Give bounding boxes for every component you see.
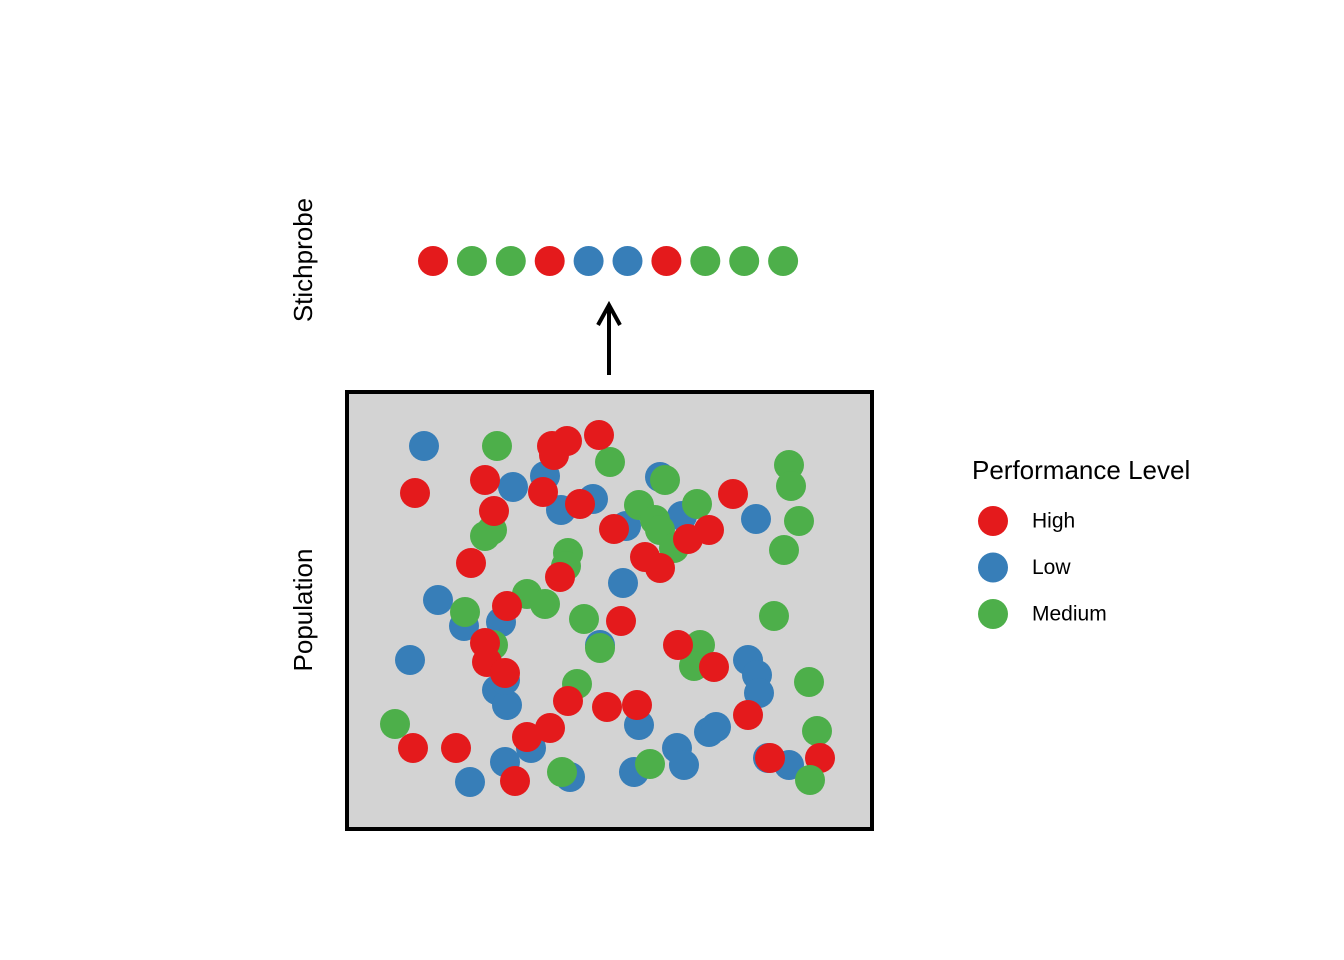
population-dot bbox=[400, 478, 430, 508]
population-dot bbox=[794, 667, 824, 697]
population-dot bbox=[663, 630, 693, 660]
population-dot bbox=[547, 757, 577, 787]
population-dot bbox=[718, 479, 748, 509]
population-dot bbox=[492, 591, 522, 621]
population-dot bbox=[492, 690, 522, 720]
population-dot bbox=[545, 562, 575, 592]
sample-dot bbox=[495, 246, 526, 276]
population-dot bbox=[380, 709, 410, 739]
sample-dot bbox=[534, 246, 565, 276]
population-dot bbox=[595, 447, 625, 477]
population-dot bbox=[741, 504, 771, 534]
population-dot bbox=[441, 733, 471, 763]
sample-dot bbox=[456, 246, 487, 276]
population-dot bbox=[733, 700, 763, 730]
population-dot bbox=[470, 465, 500, 495]
population-dot bbox=[423, 585, 453, 615]
legend-label: Medium bbox=[1032, 603, 1107, 626]
population-dot bbox=[553, 686, 583, 716]
population-dot bbox=[802, 716, 832, 746]
legend-swatch bbox=[978, 599, 1008, 629]
population-dot bbox=[456, 548, 486, 578]
population-dot bbox=[769, 535, 799, 565]
sample-label: Stichprobe bbox=[288, 198, 318, 322]
population-dot bbox=[669, 750, 699, 780]
legend-label: High bbox=[1032, 510, 1075, 533]
legend-label: Low bbox=[1032, 556, 1071, 579]
population-dot bbox=[645, 553, 675, 583]
population-dot bbox=[530, 589, 560, 619]
population-dot bbox=[701, 712, 731, 742]
population-dot bbox=[565, 489, 595, 519]
population-dot bbox=[795, 765, 825, 795]
population-dot bbox=[784, 506, 814, 536]
population-dot bbox=[682, 489, 712, 519]
population-dot bbox=[500, 766, 530, 796]
population-dot bbox=[699, 652, 729, 682]
sample-dot bbox=[729, 246, 760, 276]
population-dot bbox=[650, 465, 680, 495]
population-dot bbox=[395, 645, 425, 675]
population-dot bbox=[592, 692, 622, 722]
population-dot bbox=[606, 606, 636, 636]
sample-dot bbox=[573, 246, 604, 276]
sample-dot bbox=[768, 246, 799, 276]
population-dot bbox=[608, 568, 638, 598]
population-dot bbox=[585, 633, 615, 663]
population-dot bbox=[694, 515, 724, 545]
population-dot bbox=[584, 420, 614, 450]
sample-dot bbox=[418, 246, 448, 276]
population-dot bbox=[539, 440, 569, 470]
population-dot bbox=[450, 597, 480, 627]
sample-dot bbox=[651, 246, 682, 276]
population-points bbox=[380, 420, 835, 797]
population-dot bbox=[528, 477, 558, 507]
population-dot bbox=[759, 601, 789, 631]
population-dot bbox=[622, 690, 652, 720]
population-dot bbox=[535, 713, 565, 743]
population-dot bbox=[635, 749, 665, 779]
population-dot bbox=[569, 604, 599, 634]
population-dot bbox=[479, 496, 509, 526]
population-dot bbox=[482, 431, 512, 461]
legend: High Low Medium bbox=[978, 506, 1107, 629]
legend-title: Performance Level bbox=[972, 455, 1190, 485]
population-dot bbox=[455, 767, 485, 797]
arrow bbox=[596, 300, 622, 375]
sample-dot bbox=[690, 246, 721, 276]
population-dot bbox=[409, 431, 439, 461]
population-dot bbox=[512, 722, 542, 752]
legend-swatch bbox=[978, 552, 1008, 583]
population-dot bbox=[398, 733, 428, 763]
sample-dot bbox=[612, 246, 643, 276]
sample-points bbox=[418, 246, 799, 276]
population-dot bbox=[498, 472, 528, 502]
population-dot bbox=[776, 471, 806, 501]
population-dot bbox=[755, 743, 785, 773]
population-dot bbox=[490, 658, 520, 688]
population-dot bbox=[599, 514, 629, 544]
legend-swatch bbox=[978, 506, 1008, 536]
population-label: Population bbox=[288, 549, 318, 672]
